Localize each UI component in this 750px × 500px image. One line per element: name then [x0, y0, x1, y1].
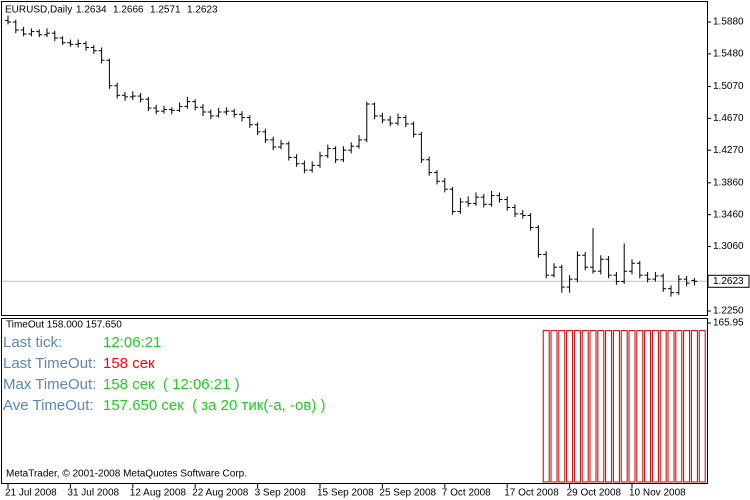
histogram-bar: [675, 330, 683, 483]
info-label: Ave TimeOut:: [3, 397, 94, 414]
symbol-title: EURUSD,Daily: [5, 5, 72, 16]
x-tick-label: 10 Nov 2008: [629, 488, 686, 499]
indicator-title: TimeOut 158.000 157.650: [6, 320, 122, 331]
x-tick-label: 29 Oct 2008: [567, 488, 622, 499]
y-tick-label: 1.4670: [713, 113, 744, 124]
info-value: 158 сек ( 12:06:21 ): [103, 376, 240, 393]
y-tick-label: 1.3860: [713, 177, 744, 188]
histogram-bar: [573, 330, 581, 483]
info-value: 12:06:21: [103, 334, 161, 351]
histogram-bar: [589, 330, 597, 483]
histogram-bar: [550, 330, 558, 483]
header-close: 1.2623: [187, 5, 218, 16]
x-tick-label: 25 Sep 2008: [379, 488, 436, 499]
histogram-bar: [698, 330, 706, 483]
y-tick-label: 1.3060: [713, 241, 744, 252]
histogram-bar: [628, 330, 636, 483]
info-value: 157.650 сек ( за 20 тик(-а, -ов) ): [103, 397, 325, 414]
x-tick-label: 15 Sep 2008: [317, 488, 374, 499]
y-tick-label: 1.4270: [713, 145, 744, 156]
histogram-bar: [651, 330, 659, 483]
header-open: 1.2634: [76, 5, 107, 16]
histogram-bar: [612, 330, 620, 483]
histogram-bar: [659, 330, 667, 483]
y-tick-label: 1.5070: [713, 81, 744, 92]
x-tick-label: 22 Aug 2008: [192, 488, 249, 499]
histogram-bar: [644, 330, 652, 483]
y-tick-label: 165.95: [713, 318, 744, 329]
info-label: Last TimeOut:: [3, 355, 96, 372]
histogram-bar: [558, 330, 566, 483]
histogram-bar: [636, 330, 644, 483]
price-label: 1.2623: [713, 276, 744, 287]
header-low: 1.2571: [150, 5, 181, 16]
indicator-frame: [1, 318, 708, 484]
y-tick-label: 1.5480: [713, 49, 744, 60]
main-frame: [1, 1, 708, 316]
x-tick-label: 3 Sep 2008: [255, 488, 307, 499]
x-tick-label: 17 Oct 2008: [504, 488, 559, 499]
info-label: Last tick:: [3, 334, 62, 351]
histogram-bar: [581, 330, 589, 483]
histogram-bar: [620, 330, 628, 483]
x-tick-label: 21 Jul 2008: [5, 488, 57, 499]
histogram-bar: [605, 330, 613, 483]
x-tick-label: 12 Aug 2008: [130, 488, 187, 499]
header-high: 1.2666: [113, 5, 144, 16]
histogram-bar: [566, 330, 574, 483]
histogram-bar: [597, 330, 605, 483]
y-tick-label: 1.3460: [713, 209, 744, 220]
y-tick-label: 1.2250: [713, 306, 744, 317]
histogram-bar: [667, 330, 675, 483]
footer: MetaTrader, © 2001-2008 MetaQuotes Softw…: [6, 469, 247, 480]
info-label: Max TimeOut:: [3, 376, 96, 393]
info-value: 158 сек: [103, 355, 155, 372]
histogram-bar: [690, 330, 698, 483]
price-label-box: [707, 274, 750, 288]
y-tick-label: 1.5880: [713, 17, 744, 28]
x-tick-label: 31 Jul 2008: [67, 488, 119, 499]
histogram-bar: [683, 330, 691, 483]
x-tick-label: 7 Oct 2008: [442, 488, 491, 499]
histogram-bar: [542, 330, 550, 483]
